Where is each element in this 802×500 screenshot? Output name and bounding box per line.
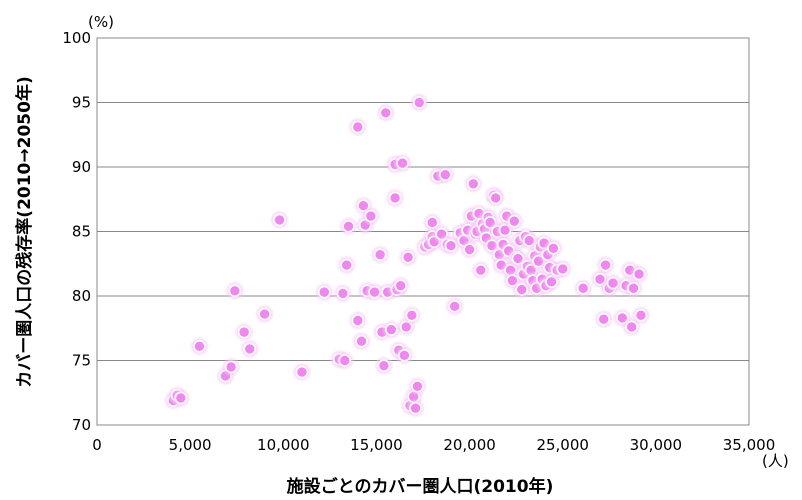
scatter-point xyxy=(459,239,480,260)
y-tick-labels: 70 75 80 85 90 95 100 xyxy=(62,29,91,434)
scatter-point xyxy=(573,278,594,299)
scatter-point xyxy=(269,209,290,230)
y-unit-label: (%) xyxy=(88,13,114,31)
scatter-point xyxy=(435,164,456,185)
scatter-point xyxy=(504,211,525,232)
y-axis-title: カバー圏人口の残存率(2010→2050年) xyxy=(14,76,35,387)
scatter-point xyxy=(314,282,335,303)
scatter-point xyxy=(347,117,368,138)
x-tick-label: 25,000 xyxy=(536,436,589,454)
scatter-point xyxy=(351,331,372,352)
data-points xyxy=(163,92,651,419)
scatter-point xyxy=(239,338,260,359)
scatter-point xyxy=(338,216,359,237)
x-tick-label: 30,000 xyxy=(630,436,683,454)
scatter-point xyxy=(463,173,484,194)
scatter-point xyxy=(254,304,275,325)
y-tick-label: 80 xyxy=(72,287,91,305)
x-tick-label: 20,000 xyxy=(443,436,496,454)
scatter-point xyxy=(409,92,430,113)
scatter-point xyxy=(470,260,491,281)
scatter-point xyxy=(390,275,411,296)
scatter-point xyxy=(401,305,422,326)
x-tick-label: 10,000 xyxy=(257,436,310,454)
scatter-point xyxy=(373,355,394,376)
scatter-point xyxy=(385,187,406,208)
x-axis-title: 施設ごとのカバー圏人口(2010年) xyxy=(287,476,554,497)
scatter-point xyxy=(595,255,616,276)
scatter-point xyxy=(593,309,614,330)
scatter-point xyxy=(370,244,391,265)
scatter-point xyxy=(360,206,381,227)
scatter-point xyxy=(336,255,357,276)
x-tick-label: 0 xyxy=(92,436,102,454)
scatter-point xyxy=(405,398,426,419)
scatter-point xyxy=(552,258,573,279)
x-tick-label: 35,000 xyxy=(723,436,776,454)
scatter-point xyxy=(189,336,210,357)
scatter-point xyxy=(375,102,396,123)
scatter-point xyxy=(398,247,419,268)
scatter-point xyxy=(407,376,428,397)
y-tick-label: 100 xyxy=(62,29,91,47)
scatter-point xyxy=(234,322,255,343)
x-tick-label: 5,000 xyxy=(169,436,212,454)
scatter-point xyxy=(334,350,355,371)
scatter-point xyxy=(394,345,415,366)
x-tick-label: 15,000 xyxy=(350,436,403,454)
scatter-point xyxy=(332,283,353,304)
x-tick-labels: 0 5,000 10,000 15,000 20,000 25,000 30,000 35,0… xyxy=(92,436,775,454)
scatter-point xyxy=(444,296,465,317)
y-tick-label: 70 xyxy=(72,416,91,434)
scatter-point xyxy=(347,310,368,331)
scatter-point xyxy=(221,356,242,377)
x-unit-label: (人) xyxy=(762,452,789,470)
scatter-point xyxy=(291,362,312,383)
y-tick-label: 85 xyxy=(72,223,91,241)
scatter-point xyxy=(630,305,651,326)
scatter-point xyxy=(485,187,506,208)
scatter-point xyxy=(629,264,650,285)
scatter-point xyxy=(224,280,245,301)
scatter-point xyxy=(392,153,413,174)
scatter-point xyxy=(170,387,191,408)
y-tick-label: 90 xyxy=(72,158,91,176)
scatter-point xyxy=(543,238,564,259)
y-tick-label: 95 xyxy=(72,94,91,112)
y-tick-label: 75 xyxy=(72,352,91,370)
